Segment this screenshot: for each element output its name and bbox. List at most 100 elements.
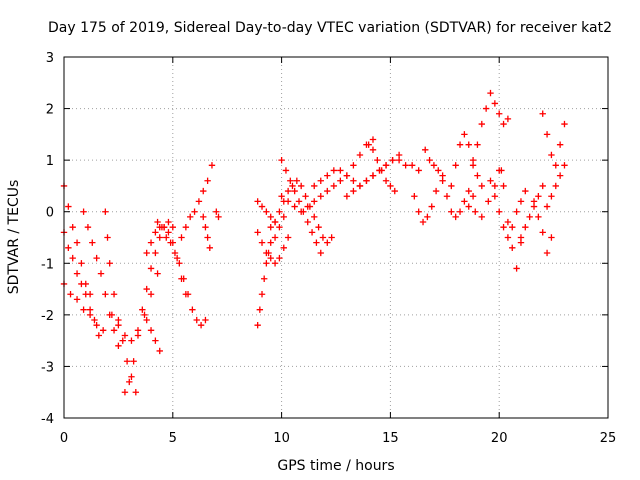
data-point — [180, 275, 187, 282]
data-point — [297, 182, 305, 190]
data-point — [517, 234, 525, 241]
data-point — [106, 260, 113, 267]
data-point — [369, 172, 377, 179]
data-point — [474, 141, 481, 148]
data-point — [313, 239, 320, 246]
data-point — [308, 229, 316, 236]
data-point — [478, 213, 485, 221]
data-point — [97, 270, 105, 277]
y-tick-labels: -4 -3 -2 -1 0 1 2 3 — [41, 51, 54, 427]
data-point — [134, 327, 142, 334]
data-point — [482, 105, 490, 112]
data-point — [302, 193, 309, 200]
data-point — [108, 311, 116, 319]
data-point — [110, 291, 118, 298]
data-point — [539, 182, 546, 190]
data-point — [435, 167, 442, 174]
data-point — [271, 234, 279, 241]
data-point — [561, 120, 568, 128]
data-point — [152, 249, 159, 257]
data-point — [496, 208, 503, 215]
data-point — [297, 208, 305, 215]
data-point — [143, 316, 150, 324]
data-point — [465, 187, 472, 195]
data-point — [448, 182, 455, 190]
data-point — [478, 182, 485, 190]
data-point — [156, 347, 163, 355]
data-point — [123, 358, 131, 365]
data-point — [461, 198, 468, 205]
data-point — [121, 332, 129, 339]
data-point — [121, 389, 129, 396]
data-point — [102, 208, 109, 215]
data-point — [343, 193, 351, 200]
data-point — [208, 162, 216, 169]
data-point — [350, 162, 357, 169]
data-point — [543, 203, 551, 210]
data-point — [95, 332, 103, 339]
data-point — [382, 177, 390, 184]
x-tick-labels: 0 5 10 15 20 25 — [60, 431, 616, 446]
data-point — [128, 373, 135, 380]
data-point — [311, 182, 318, 190]
data-point — [184, 291, 192, 298]
data-point — [350, 187, 357, 195]
data-point — [115, 321, 122, 329]
data-point — [469, 162, 477, 169]
data-point — [337, 177, 344, 184]
data-point — [552, 162, 559, 169]
x-tick-label: 25 — [600, 431, 617, 446]
data-point — [295, 198, 303, 205]
data-point — [415, 208, 422, 215]
data-point — [276, 208, 283, 215]
data-point — [78, 260, 85, 267]
data-point — [317, 193, 324, 200]
data-point — [65, 203, 72, 210]
data-point — [73, 270, 81, 277]
data-point — [324, 187, 331, 195]
data-point — [267, 223, 274, 231]
x-tick-label: 5 — [169, 431, 177, 446]
data-point — [191, 208, 198, 215]
y-tick-label: -2 — [41, 309, 54, 324]
data-point — [522, 187, 529, 195]
data-point — [278, 156, 285, 164]
data-point — [154, 218, 161, 226]
data-point — [104, 234, 111, 241]
data-point — [504, 234, 512, 241]
data-point — [324, 239, 331, 246]
data-point — [200, 213, 207, 221]
data-point — [491, 193, 499, 200]
data-point — [496, 167, 503, 174]
data-point — [73, 296, 81, 303]
data-point — [143, 249, 150, 257]
data-point — [293, 177, 301, 184]
data-point — [143, 285, 150, 293]
data-point — [91, 316, 98, 324]
data-point — [197, 321, 205, 329]
x-tick-label: 0 — [60, 431, 68, 446]
data-point — [280, 244, 287, 252]
data-point — [504, 218, 512, 226]
data-point — [543, 131, 551, 138]
data-point — [202, 223, 209, 231]
data-point — [267, 239, 274, 246]
data-point — [110, 327, 118, 334]
data-point — [287, 177, 294, 184]
data-point — [424, 213, 431, 221]
data-point — [69, 254, 76, 262]
y-tick-label: -1 — [41, 257, 54, 272]
data-point — [363, 177, 370, 184]
data-point — [513, 208, 520, 215]
data-point — [456, 208, 464, 215]
data-point — [130, 358, 137, 365]
data-point — [319, 234, 327, 241]
data-point — [365, 141, 372, 148]
data-point — [535, 193, 542, 200]
data-point — [284, 234, 292, 241]
data-point — [402, 162, 409, 169]
data-point — [330, 182, 338, 190]
data-point — [169, 223, 176, 231]
data-point — [213, 208, 220, 215]
